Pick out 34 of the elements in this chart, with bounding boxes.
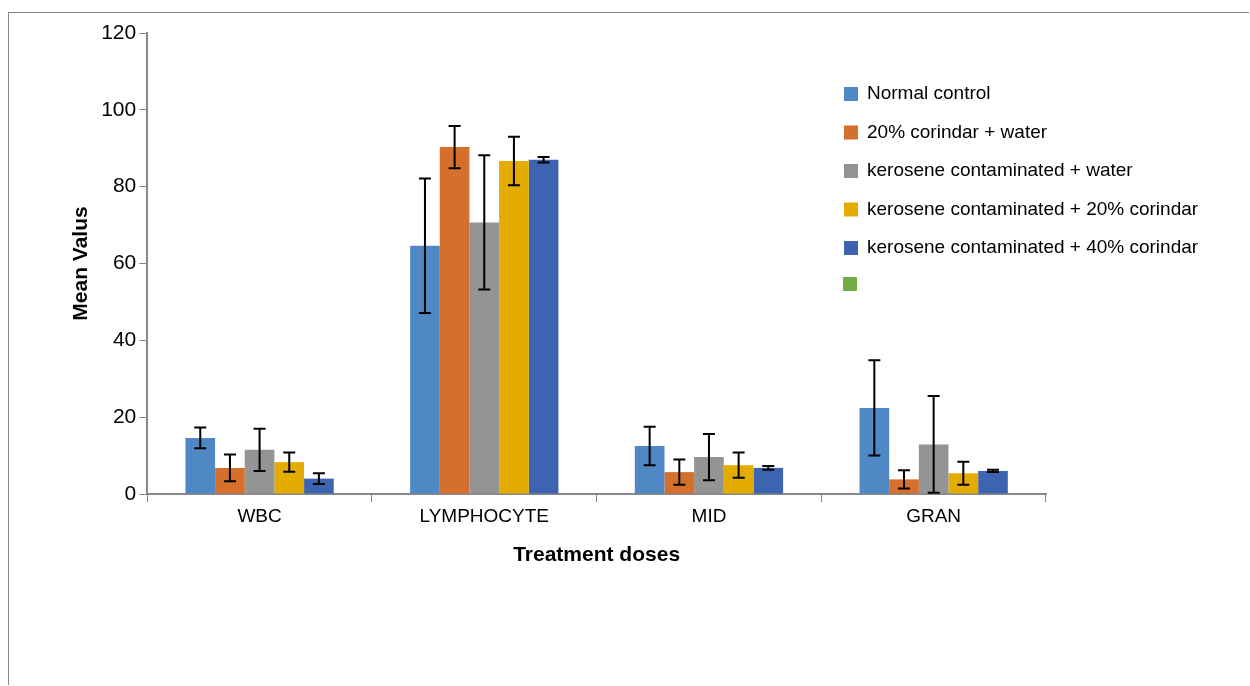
x-tick-label: WBC (237, 504, 282, 526)
bar (723, 465, 754, 494)
bar (274, 462, 305, 494)
bar (978, 470, 1008, 494)
bar (499, 160, 529, 494)
y-tick-label: 0 (124, 480, 137, 504)
bar (753, 467, 784, 494)
legend-label: kerosene contaminated + 20% corindar (867, 197, 1199, 219)
bar (439, 147, 470, 494)
bar (664, 472, 695, 494)
bar (304, 478, 334, 494)
legend-label: 20% corindar + water (867, 120, 1048, 142)
legend-label: Normal control (867, 82, 991, 104)
bar (948, 473, 979, 494)
y-tick-label: 120 (101, 19, 137, 43)
bar (185, 437, 216, 494)
y-tick-label: 100 (101, 96, 137, 120)
y-tick-label: 40 (112, 327, 137, 351)
y-tick-label: 20 (112, 403, 137, 427)
legend-label: kerosene contaminated + 40% corindar (867, 236, 1199, 258)
x-tick-label: GRAN (906, 504, 962, 526)
bar (889, 479, 919, 494)
x-tick-label: LYMPHOCYTE (419, 504, 550, 526)
legend-label: kerosene contaminated + water (867, 159, 1134, 181)
bar (859, 407, 890, 494)
y-tick-label: 60 (112, 250, 137, 274)
y-axis-title: Mean Valus (68, 206, 92, 321)
bar (215, 467, 245, 494)
x-tick-label: MID (691, 504, 727, 526)
bar (528, 159, 559, 494)
y-tick-label: 80 (112, 173, 137, 197)
bar (410, 245, 440, 494)
x-axis-title: Treatment doses (513, 542, 681, 566)
bar (634, 445, 665, 494)
